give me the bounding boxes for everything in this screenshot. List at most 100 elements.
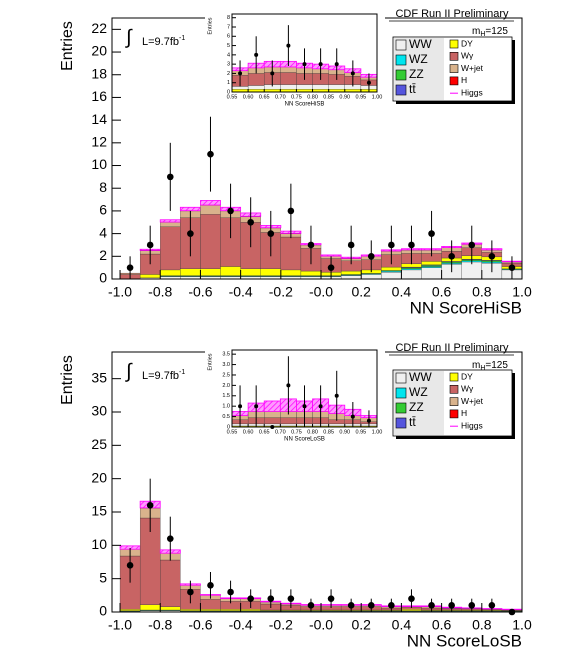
- mass-symbol: m: [472, 26, 480, 37]
- legend-label: WZ: [409, 52, 428, 66]
- y-tick-label: 0: [99, 603, 107, 619]
- histogram-bar: [401, 269, 422, 280]
- y-tick-label: 1.0: [222, 404, 230, 410]
- x-tick-label: 0.95: [356, 429, 367, 435]
- x-tick-label: -0.2: [269, 617, 293, 633]
- histogram-bar: [220, 609, 241, 611]
- y-tick-label: 30: [91, 403, 107, 419]
- data-point: [468, 602, 476, 609]
- y-tick-label: 0: [227, 89, 230, 95]
- y-tick-label: 1: [227, 80, 230, 86]
- data-point: [388, 602, 395, 609]
- data-point: [146, 241, 154, 249]
- histogram-bar: [200, 200, 221, 206]
- x-tick-label: 0.2: [351, 617, 371, 633]
- mass-sub: H: [480, 31, 485, 38]
- histogram-bar: [280, 84, 297, 90]
- histogram-bar: [220, 266, 241, 276]
- y-tick-label: 8: [99, 179, 107, 195]
- x-tick-label: -0.8: [148, 617, 172, 633]
- y-tick-label: 20: [91, 469, 107, 485]
- data-point: [254, 52, 259, 57]
- histogram-bar: [328, 423, 345, 427]
- y-tick-label: 6: [99, 202, 107, 218]
- legend-label: tt̄: [409, 82, 416, 96]
- legend-label: ZZ: [409, 400, 424, 414]
- legend-label: DY: [461, 38, 473, 48]
- x-tick-label: 0.90: [339, 429, 350, 435]
- header: CDF Run II Preliminary: [395, 8, 509, 20]
- data-point: [408, 241, 415, 249]
- data-point: [334, 393, 339, 398]
- mass-rest: =125: [485, 26, 508, 37]
- legend-label: WW: [409, 37, 432, 51]
- x-tick-label: 1.0: [512, 617, 532, 633]
- histogram-bar: [381, 270, 402, 273]
- mass-sub: H: [480, 365, 485, 372]
- y-tick-label: 35: [91, 369, 107, 385]
- y-tick-label: 2: [99, 247, 107, 263]
- data-point: [488, 602, 496, 609]
- x-tick-label: -1.0: [108, 617, 132, 633]
- x-tick-label: 0.2: [351, 284, 371, 300]
- histogram-bar: [139, 274, 161, 279]
- histogram-bar: [381, 266, 402, 271]
- histogram-bar: [160, 226, 181, 271]
- legend-symbol: [395, 402, 407, 414]
- inset-y-label: Entries: [207, 353, 213, 370]
- x-tick-label: 0.6: [432, 284, 452, 300]
- histogram-bar: [381, 272, 402, 280]
- histogram-bar: [260, 268, 281, 276]
- legend-label: Higgs: [461, 87, 483, 97]
- histogram-bar: [139, 604, 161, 611]
- histogram-bar: [159, 219, 181, 223]
- histogram-bar: [231, 86, 249, 90]
- y-tick-label: 3.5: [222, 352, 230, 358]
- data-point: [166, 535, 174, 542]
- legend-label: H: [461, 75, 467, 85]
- y-tick-label: 0: [99, 270, 107, 286]
- legend-label: Wγ: [461, 51, 474, 61]
- histogram-bar: [160, 559, 181, 607]
- x-tick-label: 0.4: [392, 284, 412, 300]
- x-tick-label: -0.8: [148, 284, 172, 300]
- legend-symbol: [395, 69, 407, 81]
- histogram-bar: [280, 269, 302, 276]
- legend-symbol: [449, 397, 459, 406]
- legend-label: ZZ: [409, 67, 424, 81]
- x-tick-label: 0.65: [259, 429, 270, 435]
- data-point: [270, 425, 275, 429]
- histogram-bar: [340, 270, 362, 275]
- legend-symbol: [449, 409, 459, 419]
- histogram-bar: [280, 66, 297, 73]
- histogram-bar: [461, 261, 482, 280]
- data-point: [428, 230, 435, 237]
- inset-x-label: NN ScoreLoSB: [284, 437, 325, 443]
- data-point: [366, 80, 371, 85]
- y-tick-label: 4: [99, 224, 107, 240]
- histogram-bar: [160, 269, 181, 276]
- histogram-bar: [280, 417, 297, 425]
- y-tick-label: 7: [227, 24, 230, 30]
- y-tick-label: 20: [91, 43, 107, 59]
- x-tick-label: 0.85: [323, 429, 334, 435]
- data-point: [126, 264, 134, 271]
- data-point: [367, 253, 375, 260]
- legend-label: DY: [461, 371, 473, 381]
- legend-symbol: [449, 76, 459, 86]
- histogram-bar: [160, 222, 181, 227]
- data-point: [207, 582, 214, 589]
- y-tick-label: 0.5: [222, 414, 230, 420]
- lumi-sup: -1: [179, 35, 185, 42]
- data-point: [318, 62, 323, 67]
- data-point: [247, 595, 254, 602]
- plot-frame: [231, 13, 378, 93]
- data-point: [187, 230, 194, 237]
- y-axis-label: Entries: [59, 21, 76, 71]
- y-tick-label: 12: [91, 134, 107, 150]
- inset-background: [205, 344, 385, 450]
- x-tick-label: 0.60: [243, 429, 254, 435]
- lumi-label: L=9.7fb-1: [142, 35, 185, 48]
- x-tick-label: 0.75: [291, 94, 302, 100]
